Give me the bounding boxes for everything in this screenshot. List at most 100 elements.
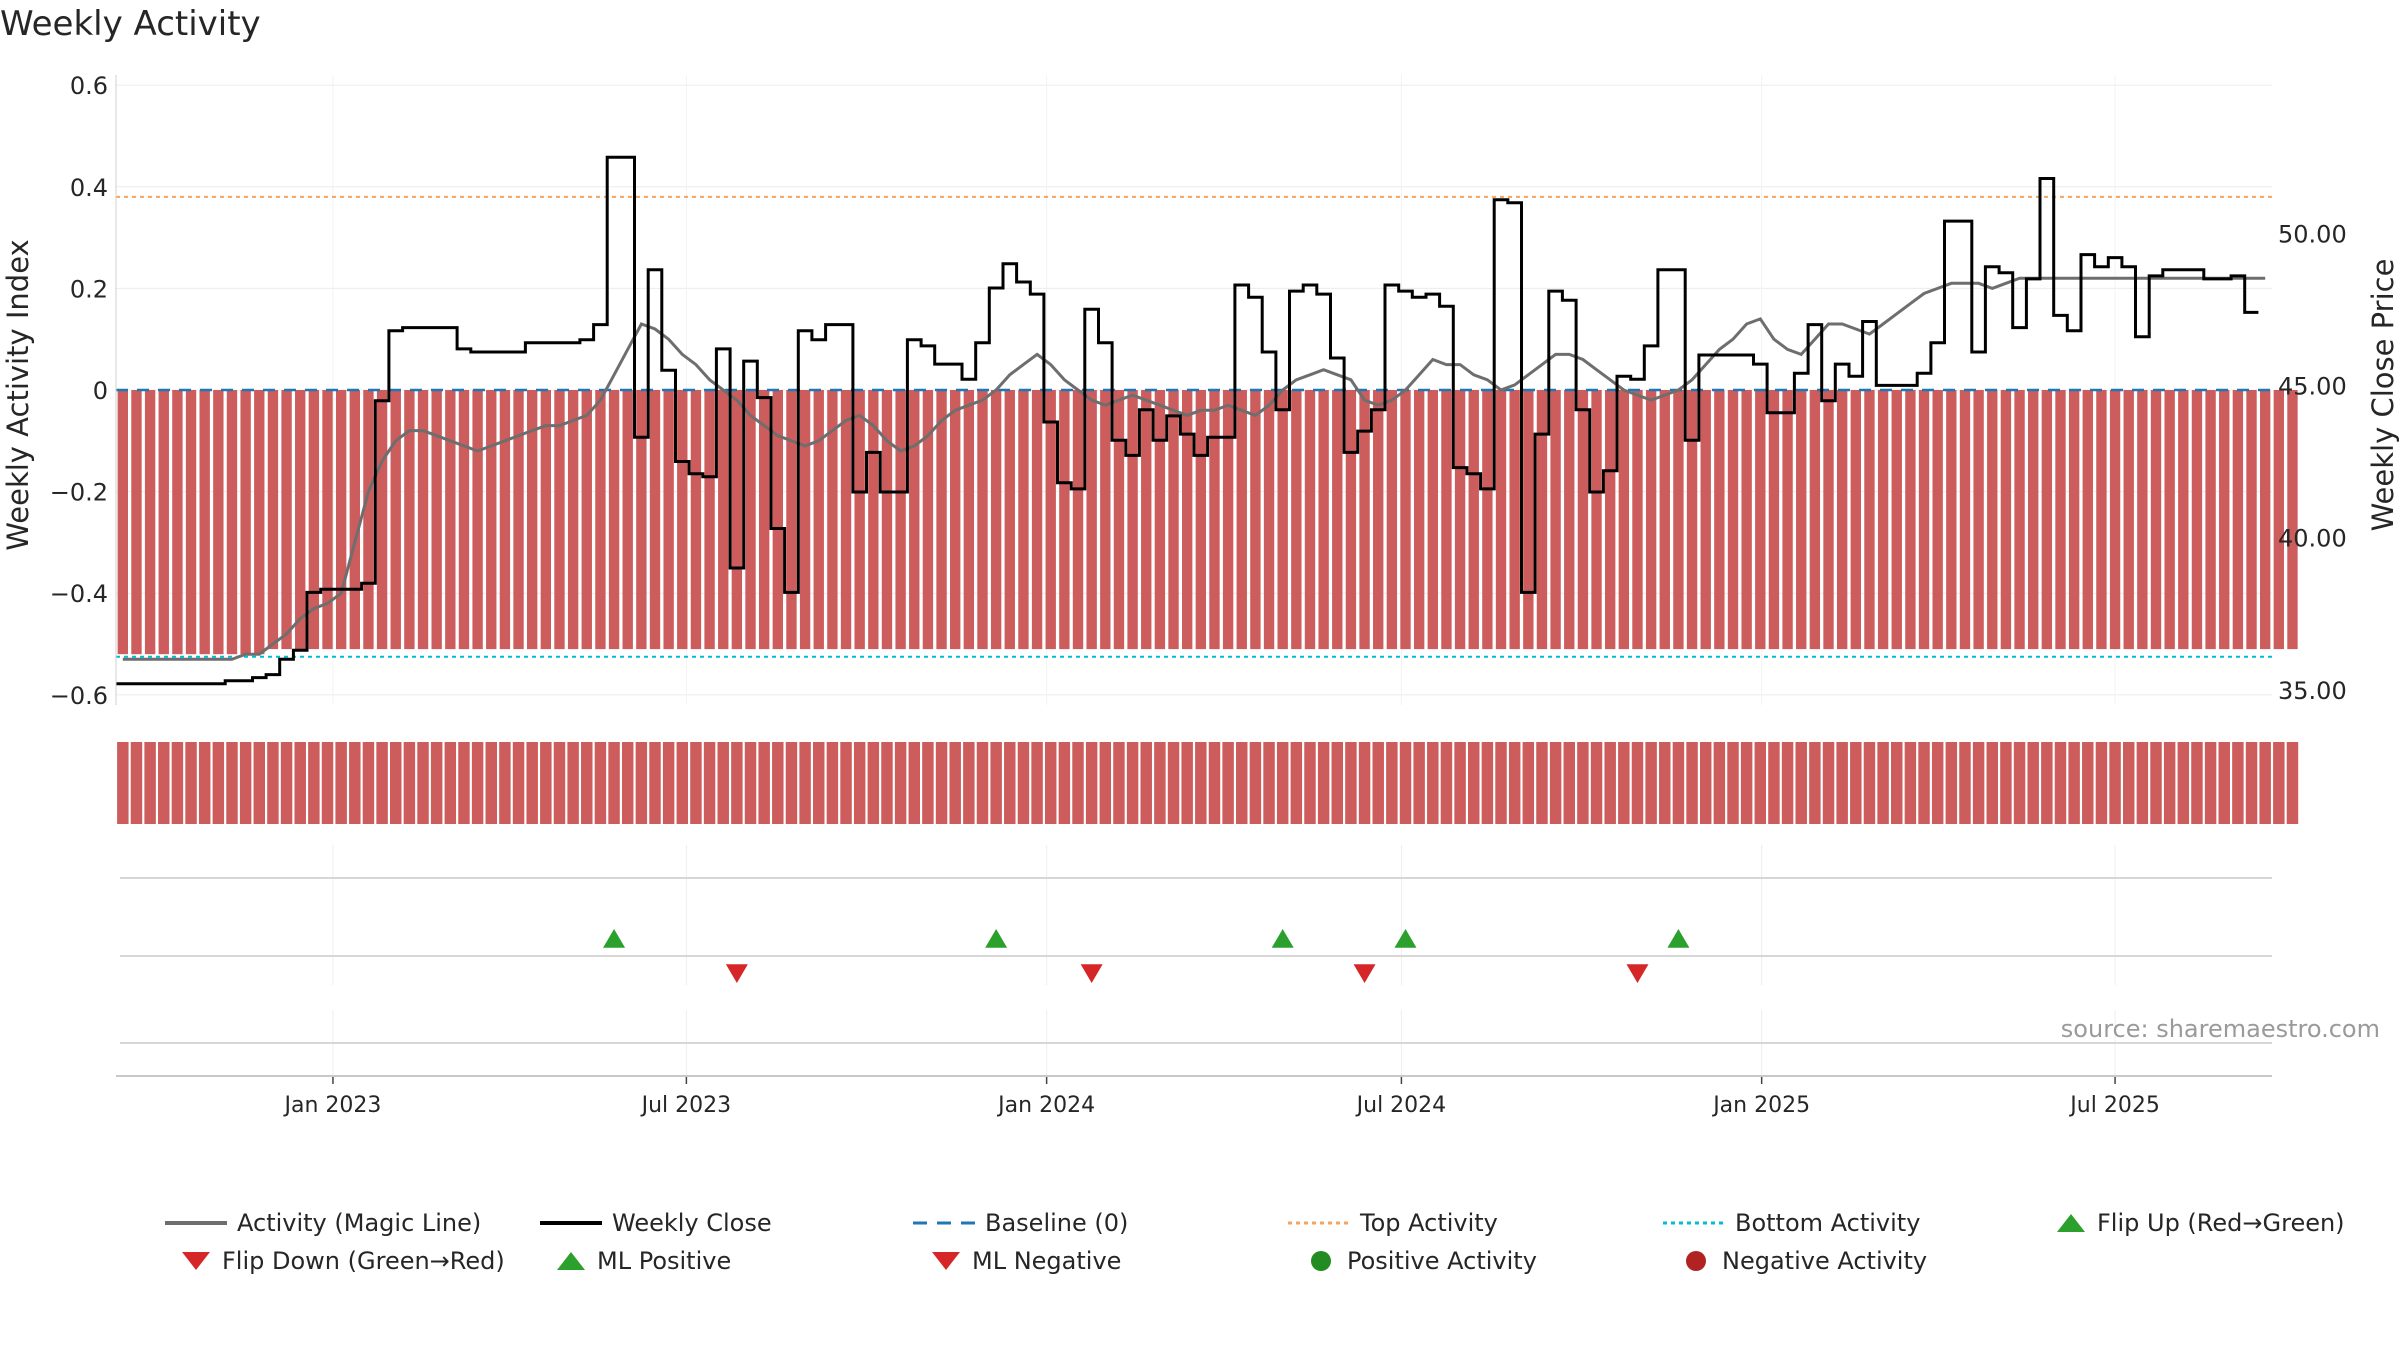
ml-positive-marker [1271, 929, 1294, 948]
activity-bar [1195, 390, 1207, 650]
activity-bar [172, 390, 183, 655]
y2-tick-label: 35.00 [2278, 677, 2347, 705]
heat-cell [185, 742, 197, 824]
bottom-line-icon [1663, 1221, 1725, 1225]
heat-cell [1195, 742, 1207, 824]
heat-cell [362, 742, 375, 824]
activity-bar [1031, 390, 1043, 650]
heat-cell [2068, 742, 2080, 824]
activity-bar [322, 390, 333, 650]
heat-cell [990, 742, 1002, 824]
heat-cell [1754, 742, 1767, 824]
heat-cell [1604, 742, 1616, 824]
activity-bar [1004, 390, 1015, 650]
triangle-down-icon [932, 1252, 960, 1270]
x-tick-label: Jul 2023 [640, 1093, 732, 1118]
heat-cell [758, 742, 770, 824]
activity-bar [1332, 390, 1343, 650]
legend-item-bottom-activity: Bottom Activity [1663, 1209, 1920, 1237]
heat-cell [2218, 742, 2230, 824]
activity-bar [1236, 390, 1247, 650]
activity-bar [1987, 390, 1998, 650]
activity-bar [1809, 390, 1821, 650]
heat-cell [1386, 742, 1398, 824]
y-tick-label: −0.2 [50, 479, 108, 507]
heat-cell [417, 742, 429, 824]
heat-cell [1918, 742, 1930, 824]
activity-bar [1564, 390, 1575, 650]
magic-line-icon [165, 1221, 227, 1225]
activity-bar [595, 390, 606, 650]
activity-bar [758, 390, 770, 650]
heat-cell [1413, 742, 1425, 824]
activity-bar [472, 390, 483, 650]
weekly-close-line [116, 155, 2259, 686]
heat-cell [826, 742, 839, 824]
baseline-icon [913, 1221, 975, 1225]
activity-bar [1018, 390, 1029, 650]
heat-cell [1358, 742, 1371, 824]
heat-cell [335, 742, 347, 824]
activity-bar [663, 390, 674, 650]
activity-bar [1918, 390, 1930, 650]
heat-cell [1972, 742, 1985, 824]
heat-cell [690, 742, 702, 824]
heat-cell [2150, 742, 2162, 824]
ml-negative-marker [1626, 964, 1649, 983]
activity-bar [1755, 390, 1766, 650]
activity-bar [185, 390, 197, 655]
activity-bar [2273, 390, 2285, 650]
activity-bar [1768, 390, 1780, 650]
activity-bar [567, 390, 579, 650]
heat-cell [1727, 742, 1739, 824]
activity-bar [1345, 390, 1357, 650]
heat-cell [1781, 742, 1794, 824]
activity-bar [417, 390, 429, 650]
activity-bar [772, 390, 783, 650]
heat-cell [772, 742, 784, 824]
heat-cell [403, 742, 416, 824]
activity-bar [1468, 390, 1479, 650]
heat-cell [649, 742, 661, 824]
activity-bar [1605, 390, 1616, 650]
activity-bar [1959, 390, 1971, 650]
heat-cell [1850, 742, 1862, 824]
activity-bar [1877, 390, 1889, 650]
activity-bar [308, 390, 320, 650]
triangle-down-icon [182, 1252, 210, 1270]
heat-cell [376, 742, 388, 824]
activity-bar [1509, 390, 1520, 650]
heat-cell [2191, 742, 2203, 824]
heat-cell [1904, 742, 1917, 824]
activity-bar [813, 390, 824, 650]
activity-bar [513, 390, 524, 650]
ml-positive-marker [1394, 929, 1417, 948]
heat-cell [1208, 742, 1221, 824]
activity-bar [2219, 390, 2230, 650]
heat-cell [2054, 742, 2067, 824]
activity-bar [608, 390, 620, 650]
flip-markers [603, 929, 1690, 983]
activity-bar [2123, 390, 2134, 650]
heat-cell [267, 742, 279, 824]
heat-cell [390, 742, 402, 824]
heat-cell [553, 742, 566, 824]
activity-bar [1127, 390, 1138, 650]
heat-cell [308, 742, 320, 824]
activity-bar [144, 390, 156, 655]
activity-bar [1645, 390, 1657, 650]
activity-bar [881, 390, 893, 650]
legend-item-positive-activity: Positive Activity [1305, 1247, 1537, 1275]
heat-cell [1317, 742, 1330, 824]
source-label: source: sharemaestro.com [2061, 1015, 2380, 1043]
heat-cell [1891, 742, 1903, 824]
activity-bar [1113, 390, 1125, 650]
heat-cell [1686, 742, 1698, 824]
y2-tick-label: 50.00 [2278, 220, 2347, 248]
activity-bar [1400, 390, 1411, 650]
heat-cell [171, 742, 184, 824]
heat-cell [2109, 742, 2121, 824]
activity-bar [1454, 390, 1466, 650]
heat-cell [1345, 742, 1357, 824]
activity-bar [1086, 390, 1097, 650]
